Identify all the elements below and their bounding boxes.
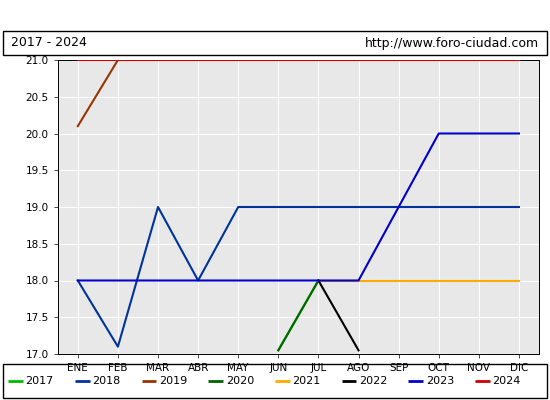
Text: 2017 - 2024: 2017 - 2024 bbox=[11, 36, 87, 50]
Text: http://www.foro-ciudad.com: http://www.foro-ciudad.com bbox=[365, 36, 539, 50]
Text: 2023: 2023 bbox=[426, 376, 454, 386]
Text: 2020: 2020 bbox=[226, 376, 254, 386]
Text: Evolucion num de emigrantes en Fiscal: Evolucion num de emigrantes en Fiscal bbox=[107, 8, 443, 22]
Text: 2021: 2021 bbox=[293, 376, 321, 386]
Text: 2019: 2019 bbox=[159, 376, 187, 386]
Text: 2022: 2022 bbox=[359, 376, 387, 386]
Text: 2017: 2017 bbox=[26, 376, 54, 386]
Text: 2018: 2018 bbox=[92, 376, 120, 386]
Text: 2024: 2024 bbox=[492, 376, 521, 386]
